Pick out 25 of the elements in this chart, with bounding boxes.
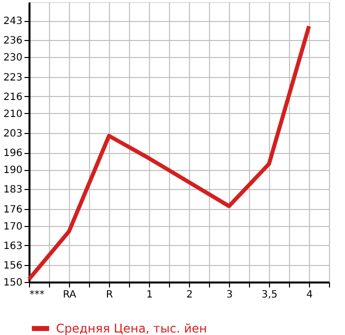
y-tick-label: 216 xyxy=(3,92,22,103)
y-tick-label: 183 xyxy=(3,184,22,196)
x-tick-label: R xyxy=(106,290,114,300)
y-tick-label: 163 xyxy=(3,240,22,252)
y-tick-label: 243 xyxy=(3,16,22,28)
x-tick-label: 3 xyxy=(226,290,233,300)
y-tick-label: 203 xyxy=(3,128,22,140)
y-tick-label: 190 xyxy=(3,165,22,176)
y-tick-label: 196 xyxy=(3,148,22,160)
x-tick-label: *** xyxy=(30,290,44,300)
legend-label: Средняя Цена, тыс. йен xyxy=(56,322,208,335)
x-tick-label: 3,5 xyxy=(262,290,278,300)
y-tick-label: 150 xyxy=(3,278,22,288)
line-series xyxy=(27,24,311,282)
y-tick-label: 223 xyxy=(3,72,22,84)
x-tick-label: 1 xyxy=(146,290,153,300)
y-tick-label: 176 xyxy=(3,204,22,216)
y-tick-label: 156 xyxy=(3,260,22,272)
x-tick-label: RA xyxy=(62,290,76,300)
x-tick-label: 2 xyxy=(186,290,193,300)
y-tick-label: 236 xyxy=(3,36,22,47)
y-tick-label: 230 xyxy=(3,52,22,64)
x-tick-label: 4 xyxy=(306,290,313,300)
y-tick-label: 170 xyxy=(3,221,22,232)
y-tick-label: 210 xyxy=(3,108,22,120)
